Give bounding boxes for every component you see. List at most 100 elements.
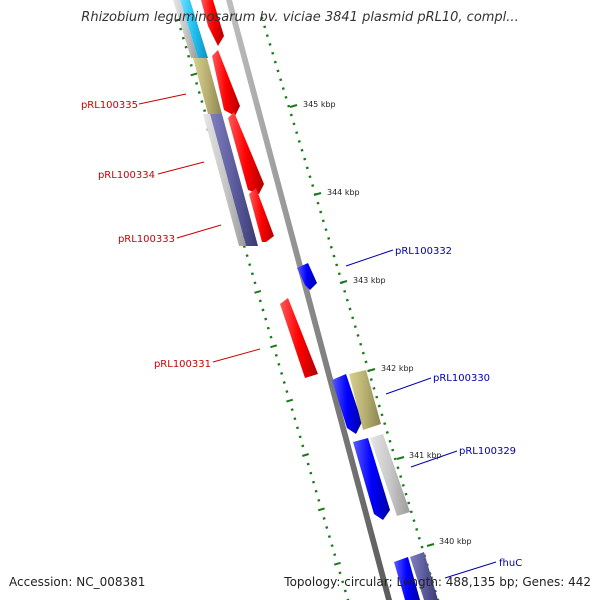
cds-pRL100333 (249, 188, 274, 242)
tick-mark (377, 404, 381, 408)
tick-mark (311, 184, 315, 187)
tick-mark (420, 545, 424, 549)
tick-mark (338, 571, 342, 575)
tick-mark (253, 281, 257, 285)
tick-mark (282, 381, 286, 384)
tick-mark (268, 43, 272, 46)
forward-strand-cds (297, 263, 438, 600)
tick-mark (274, 353, 278, 357)
tick-mark (293, 417, 297, 421)
scale-label-344: 344 kbp (327, 188, 360, 197)
tick-mark (242, 245, 246, 248)
tick-mark (277, 362, 281, 366)
scale-label-345: 345 kbp (303, 100, 336, 109)
gene-label-fhuC: fhuC (499, 558, 522, 569)
gene-label-pRL100332: pRL100332 (395, 246, 452, 257)
tick-mark (322, 517, 326, 520)
tick-mark (393, 457, 397, 461)
tick-mark (292, 122, 296, 126)
tick-mark (305, 166, 309, 170)
tick-mark (327, 237, 331, 240)
tick-mark (265, 34, 269, 38)
tick-mark (261, 308, 265, 312)
tick-mark (330, 544, 334, 548)
tick-mark (308, 175, 312, 179)
tick-mark (341, 580, 345, 584)
reverse-strand-cds (201, 0, 318, 378)
tick-mark (187, 54, 191, 58)
tick-mark (303, 157, 307, 161)
tick-mark (351, 316, 355, 320)
tick-mark (266, 326, 270, 330)
tick-mark (364, 360, 368, 364)
orf-grey-left (203, 114, 246, 246)
tick-mark (203, 109, 207, 113)
cds-red-top (201, 0, 224, 46)
backbone (226, 0, 392, 600)
tick-mark (263, 25, 267, 29)
tick-mark (290, 408, 294, 412)
forward-strand-orfs (349, 370, 410, 516)
tick-mark (348, 307, 352, 311)
tick-mark (279, 78, 283, 82)
tick-mark (316, 201, 320, 205)
gene-labels-forward: pRL100332 pRL100330 pRL100329 fhuC (395, 246, 522, 569)
tick-mark (284, 95, 288, 99)
tick-mark (271, 51, 275, 55)
cds-fhuC-a (394, 557, 420, 600)
tick-mark (401, 483, 405, 487)
orf-slate (210, 114, 258, 246)
orf-olive-right (349, 370, 381, 430)
gene-label-pRL100330: pRL100330 (433, 373, 490, 384)
tick-mark (254, 289, 262, 294)
tick-mark (319, 210, 323, 214)
tick-mark (353, 325, 357, 329)
tick-mark (264, 317, 268, 321)
cds-pRL100332 (297, 263, 317, 290)
tick-mark (324, 228, 328, 232)
tick-mark (311, 480, 316, 484)
tick-mark (248, 263, 252, 267)
tick-mark (200, 100, 204, 103)
tick-mark (332, 254, 336, 258)
tick-mark (281, 87, 285, 90)
tick-mark (412, 519, 416, 523)
tick-mark (260, 16, 264, 20)
tick-mark (396, 466, 400, 470)
reverse-strand-orfs (173, 0, 258, 246)
tick-mark (321, 219, 325, 223)
major-scale-ticks (289, 104, 435, 547)
tick-mark (388, 439, 392, 443)
tick-mark (270, 344, 278, 349)
tick-mark (285, 390, 289, 393)
scale-label-342: 342 kbp (381, 364, 414, 373)
label-leaders (138, 93, 497, 579)
tick-mark (415, 528, 419, 531)
tick-mark (372, 386, 376, 390)
tick-mark (190, 72, 198, 77)
tick-mark (314, 489, 318, 493)
orf-olive (193, 58, 222, 114)
tick-mark (343, 289, 347, 293)
tick-mark (181, 36, 185, 40)
tick-mark (369, 378, 373, 381)
tick-mark (287, 104, 291, 108)
tick-mark (333, 561, 341, 566)
tick-mark (306, 462, 310, 466)
tick-mark (345, 298, 349, 302)
tick-mark (286, 398, 294, 403)
gene-label-pRL100329: pRL100329 (459, 446, 516, 457)
orf-grey-right (370, 434, 410, 516)
tick-mark (197, 91, 201, 94)
accession-text: Accession: NC_008381 (9, 575, 146, 589)
tick-mark (309, 471, 313, 475)
tick-mark (337, 272, 341, 276)
tick-mark (295, 426, 300, 430)
tick-mark (385, 431, 389, 434)
tick-mark (297, 140, 301, 143)
tick-mark (359, 342, 363, 346)
tick-mark (380, 413, 384, 417)
scale-label-341: 341 kbp (409, 451, 442, 460)
scale-labels: 345 kbp 344 kbp 343 kbp 342 kbp 341 kbp … (303, 100, 472, 546)
